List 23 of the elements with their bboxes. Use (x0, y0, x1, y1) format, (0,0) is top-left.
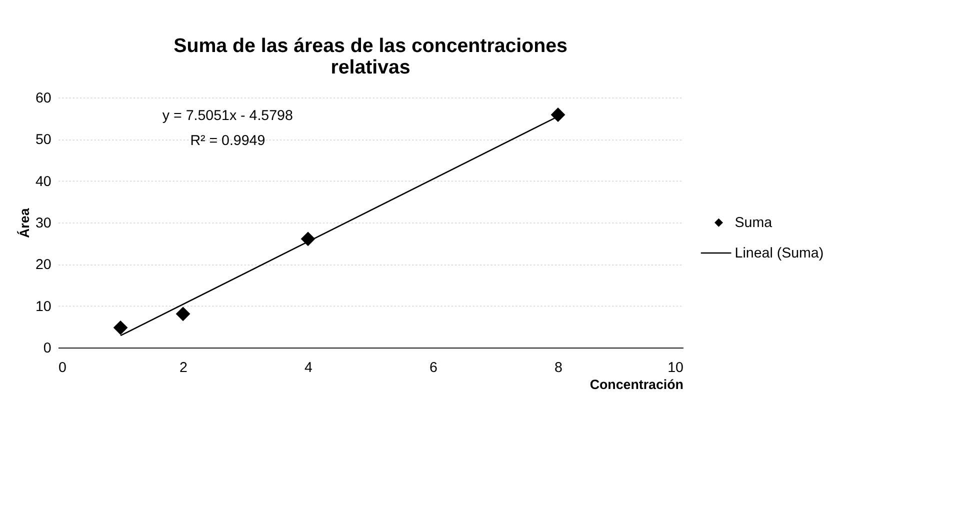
point (176, 306, 190, 322)
annotation: y = 7.5051x - 4.5798 (162, 108, 293, 124)
x-tick-label: 2 (180, 360, 188, 376)
y-tick-label: 30 (35, 216, 52, 232)
y-tick-label: 50 (35, 132, 52, 148)
legend-label: Suma (734, 215, 772, 232)
x-tick-label: 6 (429, 360, 438, 376)
y-tick-label: 0 (43, 340, 52, 357)
x-tick-label: 0 (58, 360, 66, 376)
chart-title: Suma de las áreas de las concentraciones relativas (174, 35, 568, 79)
point (113, 320, 128, 335)
legend-label: Lineal (Suma) (734, 245, 824, 262)
x-tick-label: 10 (668, 360, 684, 376)
x-axis-title: Concentración (590, 377, 684, 392)
y-tick-label: 60 (35, 90, 52, 107)
annotation: R² = 0.9949 (190, 132, 266, 149)
x-tick-label: 8 (554, 360, 562, 376)
y-axis-title: Área (17, 208, 32, 238)
point (550, 108, 566, 122)
y-tick-label: 10 (35, 298, 52, 315)
y-tick-label: 20 (35, 257, 52, 274)
y-tick-label: 40 (35, 174, 52, 190)
x-tick-label: 4 (304, 360, 312, 376)
